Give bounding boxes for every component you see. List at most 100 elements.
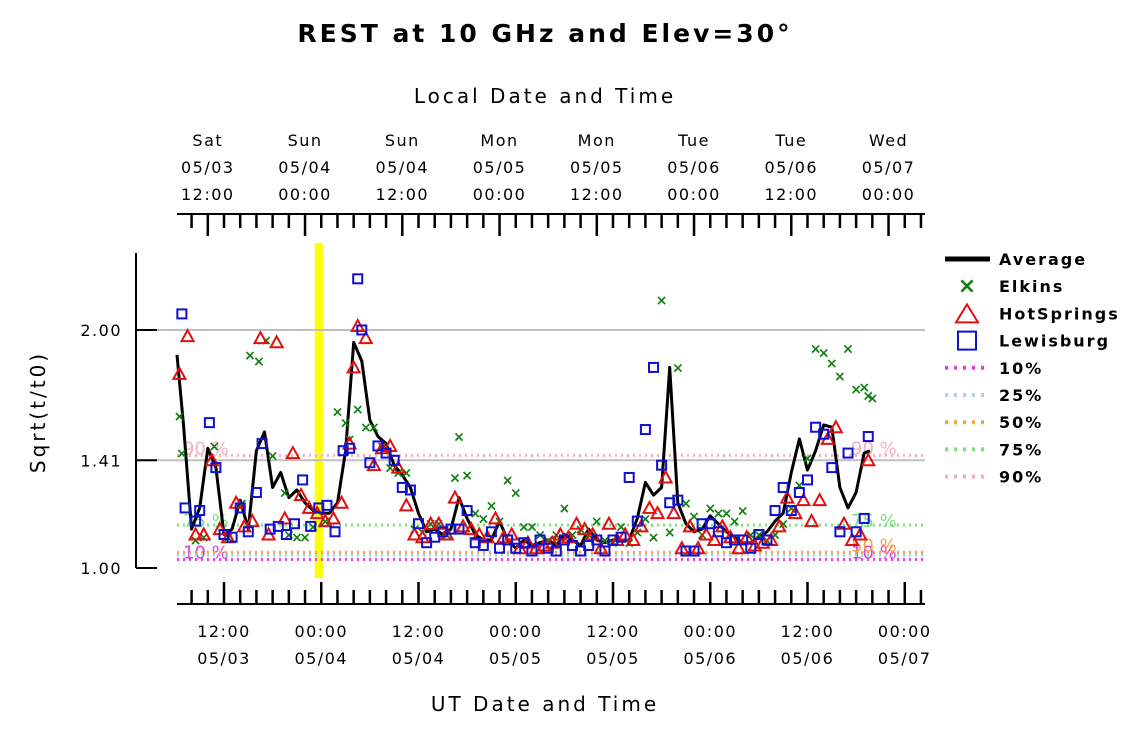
elkins-point: × — [461, 468, 473, 484]
lewisburg-point — [842, 447, 854, 459]
lewisburg-point — [834, 526, 846, 538]
series-layer: ×××××××××××××××× ××××××××××××××××××××××××… — [171, 273, 878, 557]
lewisburg-point — [761, 534, 773, 546]
elkins-point: × — [599, 533, 611, 549]
elkins-point: × — [704, 501, 716, 517]
legend-label: HotSprings — [999, 304, 1120, 323]
elkins-point: × — [283, 528, 295, 544]
elkins-point: × — [826, 356, 838, 372]
top-axis-title: Local Date and Time — [414, 84, 676, 108]
top-tick-label: 05/06 — [764, 158, 818, 177]
elkins-point: × — [664, 525, 676, 541]
elkins-point: × — [672, 360, 684, 376]
elkins-point: × — [802, 451, 814, 467]
top-tick-label: 05/03 — [181, 158, 235, 177]
hotsprings-point — [641, 499, 658, 514]
legend-label: 25% — [999, 386, 1043, 405]
y-tick-label: 1.00 — [80, 559, 122, 578]
hotsprings-point — [358, 330, 374, 345]
top-tick-label: Tue — [677, 131, 710, 150]
lewisburg-point — [615, 531, 627, 543]
lewisburg-point — [785, 505, 797, 517]
elkins-point: × — [721, 506, 733, 522]
legend: Average × Elkins HotSprings Lewisburg 10% 25% 5… — [945, 250, 1120, 487]
lewisburg-point — [688, 545, 700, 557]
lewisburg-point — [179, 502, 191, 514]
hotsprings-point — [649, 505, 666, 520]
hotsprings-point — [301, 499, 317, 514]
percentile-label: 90 % — [851, 438, 897, 459]
top-tick-label: 12:00 — [181, 185, 235, 204]
elkins-point: × — [623, 536, 635, 552]
top-tick-label: Wed — [869, 131, 908, 150]
lewisburg-point — [176, 308, 188, 320]
elkins-point: × — [680, 496, 692, 512]
percentile-label: 50 % — [851, 535, 897, 556]
hotsprings-point — [196, 526, 212, 541]
bottom-axis-title: UT Date and Time — [431, 692, 659, 716]
lewisburg-point — [631, 515, 643, 527]
hotsprings-point — [406, 526, 423, 541]
lewisburg-point — [502, 534, 514, 546]
lewisburg-point — [305, 520, 317, 532]
y-tick-label: 1.41 — [80, 451, 122, 470]
lewisburg-point — [380, 447, 392, 459]
top-tick-label: Tue — [774, 131, 807, 150]
lewisburg-point — [356, 324, 368, 336]
percentile-label: 90 % — [183, 438, 229, 459]
hotsprings-point — [625, 531, 641, 546]
bottom-tick-label: 05/03 — [197, 649, 251, 668]
hotsprings-point — [706, 531, 722, 546]
lewisburg-point — [534, 534, 546, 546]
top-tick-label: Mon — [578, 131, 616, 150]
lewisburg-point — [203, 417, 215, 429]
y-axis-title: Sqrt(t/t0) — [26, 351, 50, 473]
hotsprings-point — [285, 444, 301, 460]
lewisburg-point — [344, 442, 356, 454]
elkins-point: × — [307, 519, 319, 535]
lewisburg-point — [412, 518, 424, 530]
elkins-point: × — [842, 341, 854, 357]
elkins-point: × — [352, 402, 364, 418]
bottom-tick-label: 12:00 — [781, 622, 835, 641]
elkins-point: × — [208, 439, 220, 455]
lewisburg-point — [329, 526, 341, 538]
bottom-tick-label: 00:00 — [683, 622, 737, 641]
top-tick-label: 12:00 — [764, 185, 818, 204]
top-tick-label: 05/05 — [570, 158, 624, 177]
lewisburg-point — [712, 526, 724, 538]
highlight-band — [314, 243, 323, 578]
lewisburg-point — [583, 539, 595, 551]
elkins-point: × — [384, 461, 396, 477]
lewisburg-point — [826, 462, 838, 474]
lewisburg-point — [858, 512, 870, 524]
elkins-point: × — [486, 498, 498, 514]
hotsprings-point — [277, 510, 293, 525]
top-tick-label: Mon — [480, 131, 518, 150]
elkins-point: × — [174, 409, 186, 425]
legend-label: Lewisburg — [999, 332, 1110, 351]
lewisburg-point — [372, 440, 384, 452]
top-tick-label: 00:00 — [667, 185, 721, 204]
lewisburg-point — [801, 474, 813, 486]
hotsprings-point — [179, 328, 196, 343]
lewisburg-point — [453, 523, 465, 535]
top-tick-label: 12:00 — [570, 185, 624, 204]
lewisburg-point — [769, 505, 781, 517]
top-tick-label: Sat — [192, 131, 223, 150]
lewisburg-point — [364, 457, 376, 469]
legend-swatch-hotsprings — [954, 302, 980, 324]
elkins-point: × — [850, 382, 862, 398]
percentile-label: 75 % — [851, 511, 897, 532]
bottom-tick-label: 05/06 — [683, 649, 737, 668]
elkins-point: × — [688, 509, 700, 525]
lewisburg-point — [226, 531, 238, 543]
elkins-point: × — [360, 420, 372, 436]
elkins-point: × — [567, 528, 579, 544]
average-line — [175, 340, 871, 550]
elkins-point: × — [818, 346, 830, 362]
hotsprings-point — [828, 419, 844, 434]
top-tick-label: 00:00 — [862, 185, 916, 204]
elkins-point: × — [834, 369, 846, 385]
